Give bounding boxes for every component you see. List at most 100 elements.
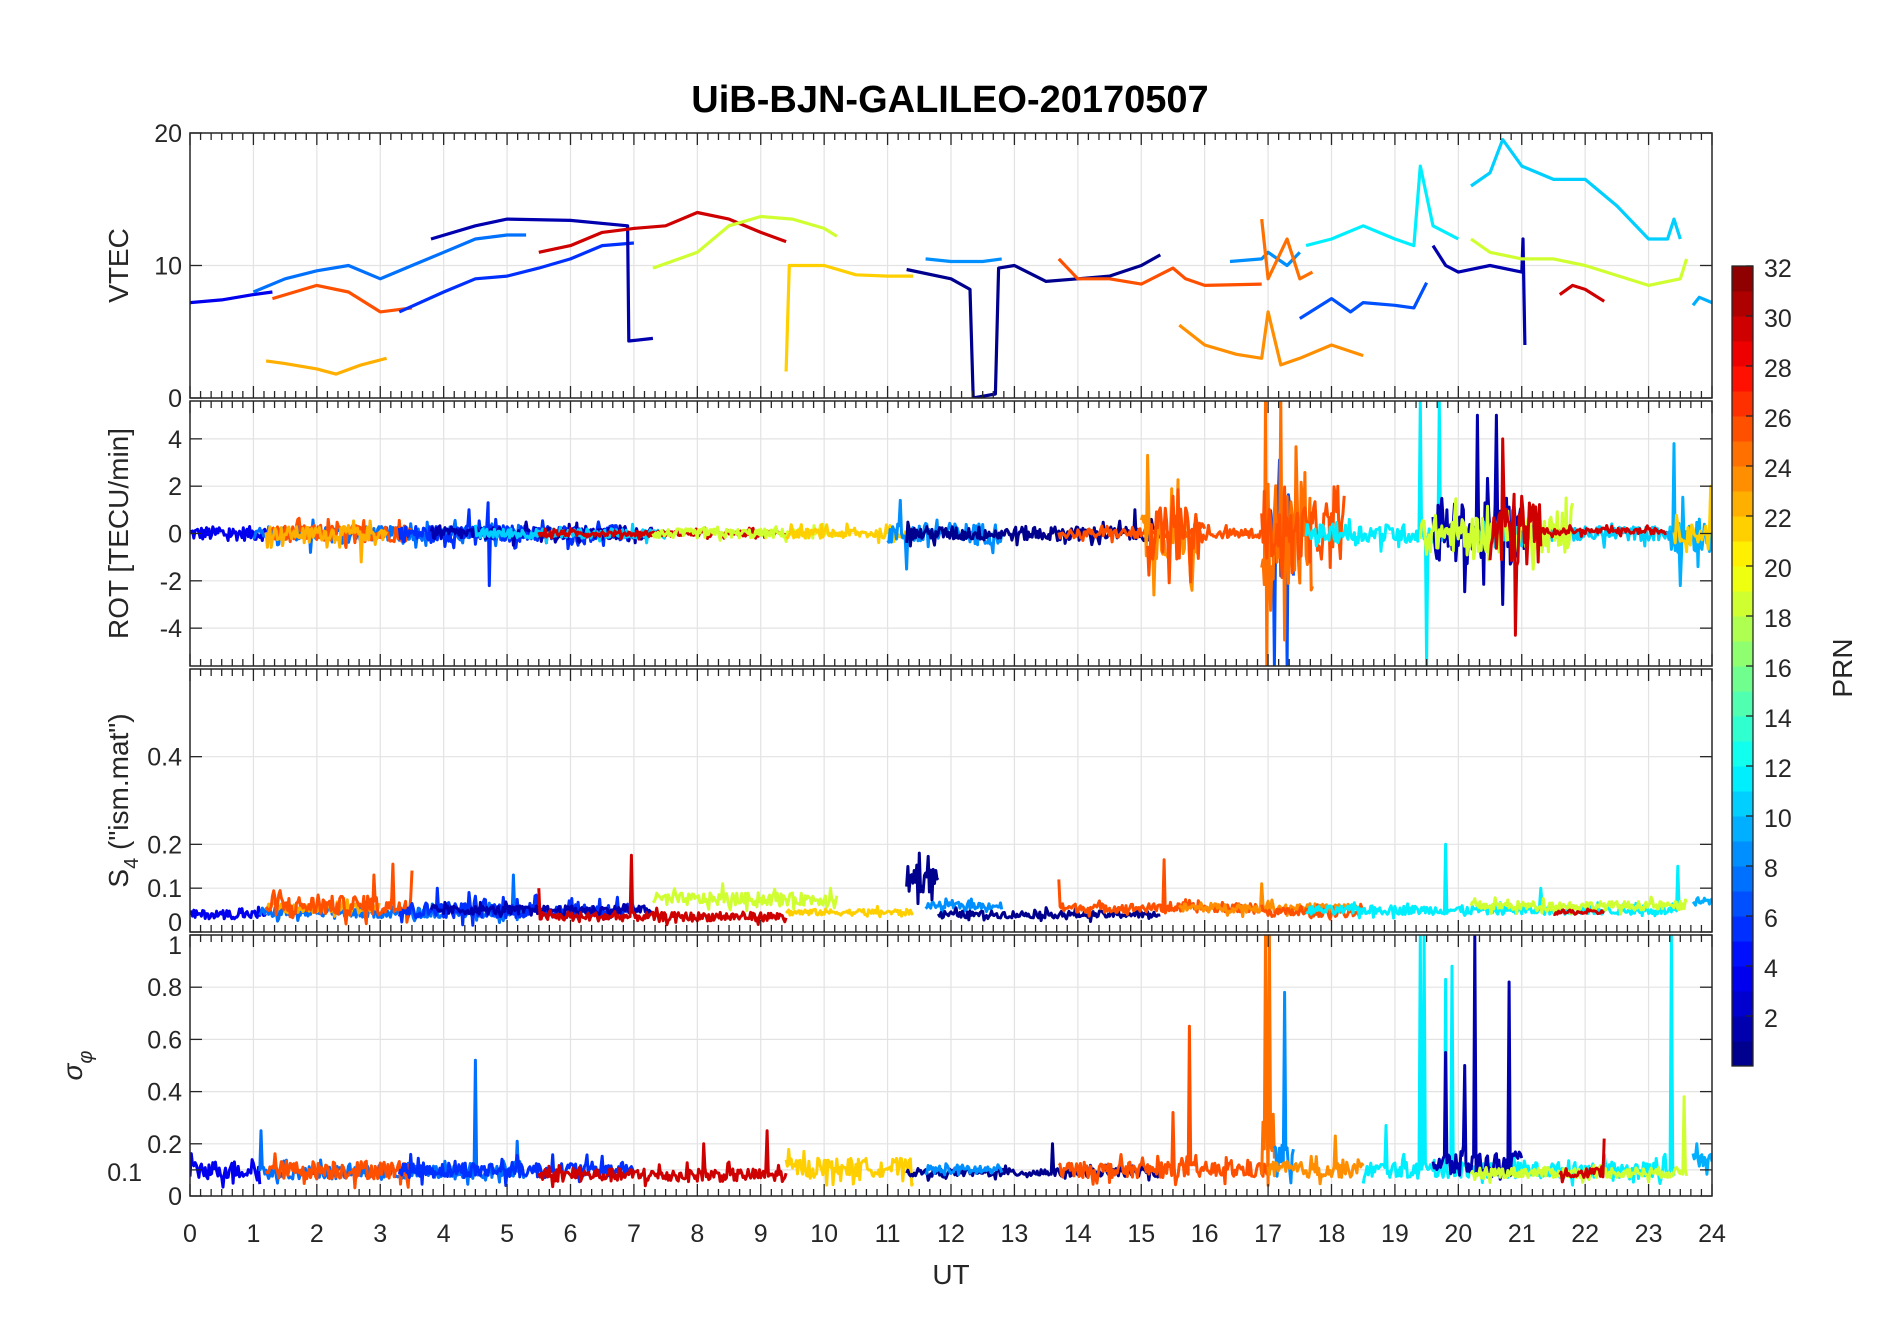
series-prn-22: [1672, 484, 1712, 554]
series-prn-22: [784, 263, 913, 372]
colorbar-swatch: [1732, 591, 1753, 617]
colorbar-tick-label: 28: [1764, 355, 1792, 383]
x-tick-label: 12: [937, 1220, 965, 1248]
y-axis-label-s4: S4 ("ism.mat"): [103, 713, 143, 887]
series-prn-10: [1691, 295, 1712, 307]
colorbar-swatch: [1732, 941, 1753, 967]
series-prn-24: [1178, 310, 1364, 367]
x-tick-label: 23: [1635, 1220, 1663, 1248]
series-prn-26: [1146, 488, 1207, 585]
series-prn-25: [1260, 935, 1276, 1187]
series-prn-24: [1266, 1134, 1365, 1186]
series-prn-9: [1229, 250, 1301, 268]
series-prn-9: [924, 1162, 1004, 1177]
colorbar-swatch: [1732, 416, 1753, 442]
series-prn-23: [265, 356, 388, 376]
colorbar-swatch: [1732, 366, 1753, 392]
series-group: [190, 401, 1712, 666]
series-prn-1: [936, 906, 1161, 923]
series-prn-19: [1469, 895, 1688, 916]
series-prn-26: [264, 1152, 413, 1190]
y-tick-label: 0.1: [107, 1159, 142, 1187]
series-prn-26: [1057, 858, 1263, 918]
series-prn-30: [1558, 1138, 1606, 1184]
series-prn-4: [190, 905, 267, 921]
series-prn-2: [1431, 935, 1524, 1181]
series-prn-30: [538, 210, 787, 254]
chart-title: UiB-BJN-GALILEO-20170507: [691, 79, 1208, 121]
y-tick-label: 2: [168, 473, 182, 501]
series-prn-1: [905, 508, 1162, 548]
x-tick-label: 7: [627, 1220, 641, 1248]
series-prn-30: [1539, 524, 1669, 539]
series-prn-25: [1260, 218, 1314, 281]
y-tick-label: 0: [168, 1183, 182, 1211]
colorbar-swatch: [1732, 316, 1753, 342]
panel-vtec: 0 10 20 VTEC: [103, 120, 1713, 413]
series-prn-26: [1057, 257, 1262, 287]
y-axis-label-rot: ROT [TECU/min]: [103, 428, 134, 639]
series-prn-4: [190, 1152, 262, 1189]
x-tick-label: 19: [1381, 1220, 1409, 1248]
colorbar-tick-label: 30: [1764, 305, 1792, 333]
series-prn-26: [264, 862, 414, 926]
series-prn-30: [1553, 907, 1605, 917]
y-tick-label: 0: [168, 909, 182, 937]
colorbar-tick-label: 2: [1764, 1005, 1778, 1033]
x-tick-label: 4: [437, 1220, 451, 1248]
x-tick-label: 10: [810, 1220, 838, 1248]
series-prn-6: [398, 241, 635, 314]
series-prn-26: [1057, 1024, 1270, 1187]
y-tick-label: -4: [160, 615, 182, 643]
x-tick-label: 21: [1508, 1220, 1536, 1248]
series-prn-11: [1470, 138, 1682, 241]
colorbar-tick-label: 10: [1764, 805, 1792, 833]
y-tick-label: 0.4: [147, 744, 182, 772]
y-tick-label: 20: [154, 120, 182, 148]
colorbar-tick-label: 24: [1764, 455, 1792, 483]
series-prn-10: [1666, 442, 1712, 588]
colorbar-tick-label: 12: [1764, 755, 1792, 783]
y-tick-label: 0.2: [147, 831, 182, 859]
y-tick-label: 1: [168, 932, 182, 960]
colorbar-swatch: [1732, 891, 1753, 917]
colorbar-tick-label: 4: [1764, 955, 1778, 983]
series-prn-12: [1305, 842, 1682, 920]
colorbar-swatch: [1732, 816, 1753, 842]
x-tick-label: 20: [1444, 1220, 1472, 1248]
y-tick-label: -2: [160, 568, 182, 596]
colorbar-swatch: [1732, 516, 1753, 542]
series-prn-23: [264, 519, 388, 564]
series-prn-9: [1273, 990, 1295, 1185]
series-prn-22: [784, 904, 915, 919]
series-prn-1: [905, 851, 940, 906]
colorbar-swatch: [1732, 341, 1753, 367]
colorbar-tick-label: 32: [1764, 255, 1792, 283]
series-prn-10: [1691, 1142, 1712, 1176]
colorbar-swatch: [1732, 491, 1753, 517]
series-prn-7: [1298, 281, 1429, 320]
x-tick-label: 5: [500, 1220, 514, 1248]
colorbar-swatch: [1732, 441, 1753, 467]
colorbar-swatch: [1732, 641, 1753, 667]
y-tick-label: 0.4: [147, 1079, 182, 1107]
x-tick-label: 9: [754, 1220, 768, 1248]
y-tick-label: 0.6: [147, 1026, 182, 1054]
series-prn-19: [651, 882, 839, 913]
y-tick-label: 0.8: [147, 974, 182, 1002]
series-prn-9: [924, 897, 1004, 914]
colorbar-swatch: [1732, 566, 1753, 592]
series-prn-8: [252, 233, 527, 294]
series-prn-4: [190, 525, 268, 542]
panel-s4: 0 0.1 0.2 0.4S4 ("ism.mat"): [103, 668, 1713, 937]
series-prn-30: [1558, 283, 1606, 303]
series-prn-30: [537, 1129, 788, 1189]
colorbar-swatch: [1732, 616, 1753, 642]
colorbar-swatch: [1732, 391, 1753, 417]
colorbar-tick-label: 8: [1764, 855, 1778, 883]
series-prn-19: [1469, 1095, 1689, 1184]
colorbar-swatch: [1732, 541, 1753, 567]
x-tick-label: 24: [1698, 1220, 1726, 1248]
colorbar-swatch: [1732, 866, 1753, 892]
series-prn-26: [271, 283, 413, 314]
